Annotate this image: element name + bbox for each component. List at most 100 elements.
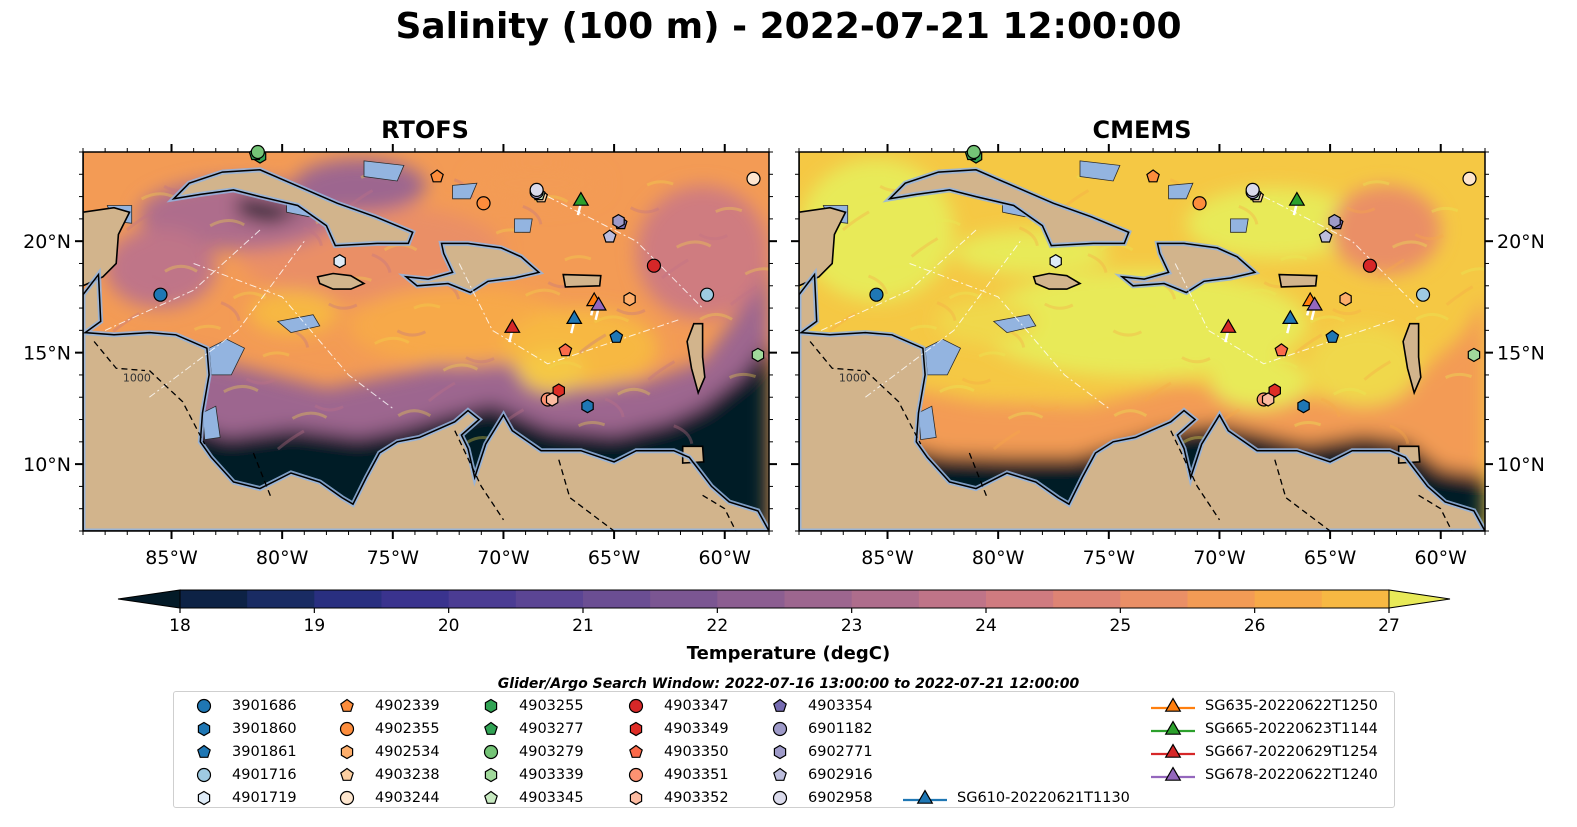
eddy-stroke	[593, 315, 630, 324]
eddy-stroke	[413, 303, 441, 310]
legend-label: 3901861	[232, 744, 297, 760]
eez-boundary	[1263, 196, 1419, 309]
field-blob	[105, 227, 216, 309]
eddy-stroke	[910, 237, 939, 258]
field-blob	[1330, 185, 1441, 275]
float-marker-4903244	[746, 171, 761, 186]
shallow-bank	[202, 405, 221, 441]
eddy-stroke	[1129, 303, 1157, 310]
legend-marker-hexagon	[340, 744, 354, 760]
eddy-stroke	[1345, 206, 1376, 214]
legend-title: Glider/Argo Search Window: 2022-07-16 13…	[497, 676, 1080, 692]
legend-label: 4903352	[664, 790, 729, 806]
country-border	[454, 430, 505, 521]
eddy-stroke	[1112, 329, 1143, 337]
legend-marker	[1151, 720, 1195, 735]
land-jamaica	[1032, 272, 1082, 290]
legend-label: 4903277	[519, 721, 584, 737]
float-marker-6902771	[1328, 213, 1341, 229]
eddy-stroke	[1377, 258, 1405, 280]
legend-marker	[628, 767, 644, 783]
eddy-stroke	[744, 267, 769, 276]
float-marker-4903339	[1467, 347, 1481, 363]
lon-tick-label: 65°W	[588, 547, 641, 569]
float-marker-6902916	[1318, 229, 1333, 243]
eddy-stroke	[729, 285, 758, 306]
colorbar-tick-label: 26	[1244, 616, 1266, 636]
colorbar-extend-max	[1388, 589, 1451, 609]
eddy-stroke	[1391, 240, 1428, 249]
legend-label: SG635-20220622T1250	[1205, 698, 1378, 714]
legend-label: 4903345	[519, 790, 584, 806]
eddy-stroke	[1389, 424, 1410, 445]
colorbar-segment	[247, 590, 315, 608]
legend-label: 3901860	[232, 721, 297, 737]
eddy-stroke	[522, 204, 543, 225]
lon-tick-label: 60°W	[1415, 547, 1468, 569]
eddy-stroke	[194, 237, 223, 258]
legend-marker-pentagon	[484, 721, 498, 735]
glider-marker-SG610-20220621T1130	[1281, 309, 1299, 324]
lat-tick-label: 10°N	[1497, 454, 1545, 476]
legend-marker	[340, 744, 354, 760]
lat-tick-label: 20°N	[23, 231, 71, 253]
float-marker-3901686	[153, 287, 168, 302]
float-marker-4902339	[430, 169, 444, 183]
map-panel-rtofs[interactable]: 1000 85°W 80°W 75°W 70°W 65°W 60°W 10°N 15°N 20°N	[23, 144, 779, 569]
eddy-stroke	[992, 429, 1021, 451]
float-marker-4903347	[1362, 258, 1378, 273]
eddy-stroke	[291, 411, 328, 420]
float-marker-3901860	[1297, 399, 1310, 414]
eddy-stroke	[675, 240, 712, 249]
coastline	[403, 242, 541, 294]
country-border	[809, 341, 862, 372]
colorbar-tick-label: 25	[1110, 616, 1132, 636]
country-border	[1170, 430, 1221, 521]
map-frame	[82, 151, 770, 532]
colorbar-segment	[314, 590, 382, 608]
legend-marker-circle	[772, 790, 788, 806]
legend-marker	[773, 744, 787, 760]
legend-label: 4902355	[375, 721, 440, 737]
eddy-stroke	[842, 210, 870, 231]
legend-marker-pentagon	[340, 698, 354, 712]
float-marker-4903279	[250, 144, 265, 160]
eddy-stroke	[1044, 302, 1074, 310]
float-marker-4903349	[1268, 383, 1282, 398]
eddy-stroke	[1293, 421, 1322, 428]
eddy-stroke	[1431, 206, 1459, 214]
map-panel-cmems[interactable]: 1000 85°W 80°W 75°W 70°W 65°W 60°W 10°N 15°N 20°N	[789, 144, 1545, 569]
legend-label: 4901716	[232, 767, 297, 783]
eddy-stroke	[1087, 253, 1108, 273]
legend-marker	[340, 767, 354, 781]
legend-marker	[1151, 697, 1195, 712]
colorbar-segment	[583, 590, 651, 608]
colorbar-tick-label: 21	[572, 616, 594, 636]
legend-label: 6902771	[808, 744, 873, 760]
field-blob	[636, 185, 769, 320]
eddy-stroke	[978, 351, 1006, 358]
lat-tick-label: 20°N	[1497, 231, 1545, 253]
lon-tick-label: 80°W	[972, 547, 1025, 569]
eddy-stroke	[374, 336, 410, 345]
colorbar-segment	[381, 590, 450, 608]
eddy-stroke	[465, 356, 495, 364]
eddy-stroke	[629, 206, 660, 214]
coastline	[799, 272, 1485, 531]
eez-boundary	[547, 196, 703, 309]
eddy-stroke	[1280, 255, 1308, 262]
float-marker-4903347	[646, 258, 662, 273]
legend-label: 6901182	[808, 721, 873, 737]
eddy-stroke	[939, 384, 975, 394]
eddy-stroke	[578, 333, 607, 354]
legend-label: 4903350	[664, 744, 729, 760]
eddy-stroke	[925, 219, 961, 228]
legend-marker	[197, 744, 211, 758]
float-marker-4903244	[1462, 171, 1477, 186]
field-blob	[1210, 354, 1308, 409]
lat-tick-label: 10°N	[23, 454, 71, 476]
coastline	[171, 169, 414, 247]
eddy-stroke	[647, 360, 676, 381]
eddy-stroke	[112, 312, 141, 333]
eez-boundary	[909, 263, 1110, 409]
